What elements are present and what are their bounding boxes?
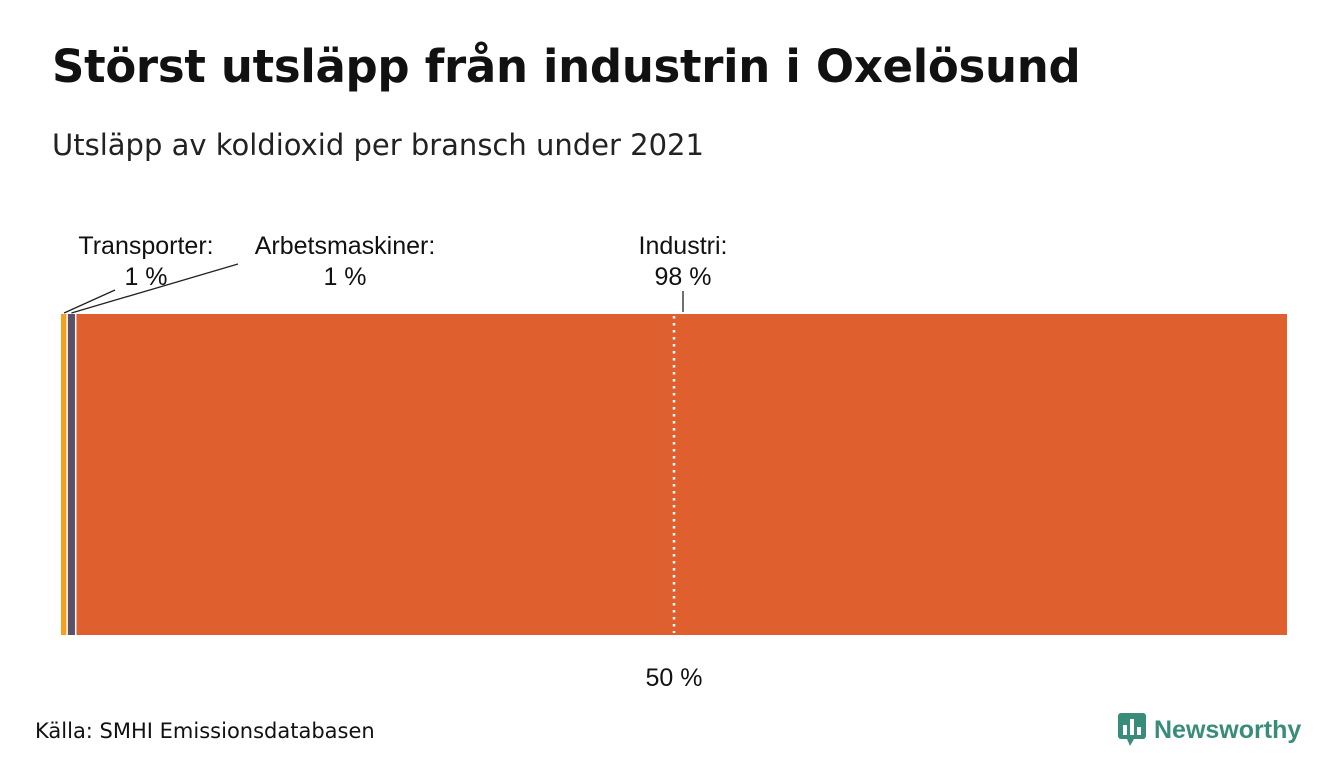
reference-line-label: 50 %: [646, 664, 703, 692]
segment-value-industri: 98 %: [655, 263, 712, 291]
bar-segment-transporter: [61, 314, 68, 635]
segment-label-arbetsmaskiner: Arbetsmaskiner:: [255, 232, 436, 260]
leader-line-transporter: [63, 289, 116, 314]
source-note: Källa: SMHI Emissionsdatabasen: [35, 719, 375, 743]
bar-segment-industri: [75, 314, 1287, 635]
segment-label-transporter: Transporter:: [78, 232, 213, 260]
bar-segment-arbetsmaskiner: [67, 314, 76, 635]
brand-logo: Newsworthy: [1118, 713, 1301, 747]
brand-name: Newsworthy: [1154, 715, 1302, 744]
newsworthy-logo-icon: [1118, 713, 1146, 746]
leader-line-arbetsmaskiner: [71, 263, 239, 314]
segment-label-industri: Industri:: [639, 232, 728, 260]
chart-title: Störst utsläpp från industrin i Oxelösun…: [52, 40, 1081, 93]
stacked-bar-chart: 50 %Transporter:1 %Arbetsmaskiner:1 %Ind…: [61, 232, 1287, 692]
chart-subtitle: Utsläpp av koldioxid per bransch under 2…: [52, 128, 704, 162]
segment-value-arbetsmaskiner: 1 %: [323, 263, 366, 291]
